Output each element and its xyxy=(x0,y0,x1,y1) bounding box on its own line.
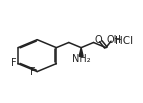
Text: O: O xyxy=(95,35,102,45)
Text: F: F xyxy=(11,58,16,68)
Text: F: F xyxy=(30,67,36,77)
Text: HCl: HCl xyxy=(115,36,133,46)
Text: NH₂: NH₂ xyxy=(72,54,91,64)
Polygon shape xyxy=(79,48,83,56)
Text: OH: OH xyxy=(107,35,122,45)
